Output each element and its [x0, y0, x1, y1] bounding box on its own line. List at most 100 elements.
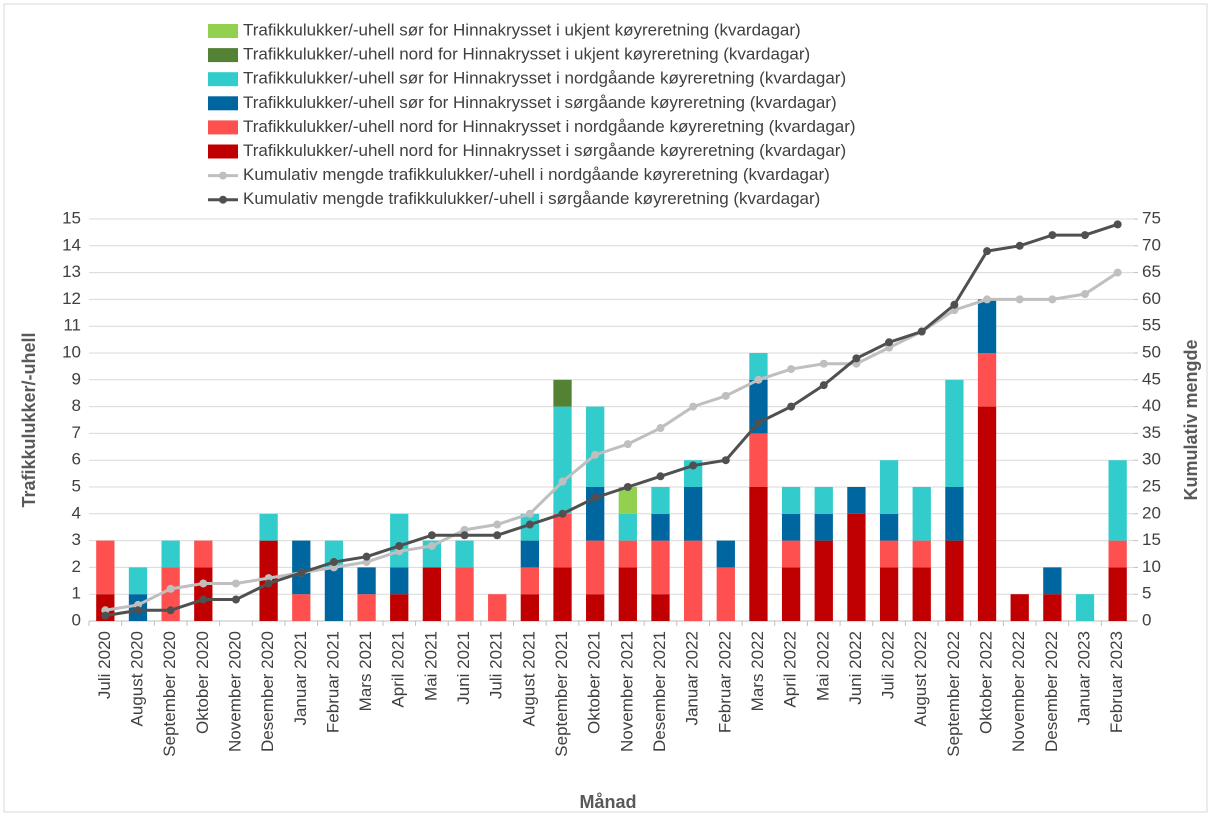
x-tick-label: Mai 2021 — [421, 631, 440, 701]
x-tick-label: Desember 2020 — [258, 631, 277, 752]
y-tick-label: 5 — [72, 476, 81, 495]
x-tick-label: April 2022 — [781, 631, 800, 708]
y-axis-label: Trafikkulukker/-uhell — [19, 332, 39, 507]
y-tick-label: 11 — [63, 316, 81, 335]
bar-segment — [520, 540, 540, 568]
bar-segment — [977, 353, 997, 407]
y-tick-label: 10 — [62, 342, 81, 361]
legend-swatch — [208, 72, 238, 87]
x-tick-label: Juni 2021 — [454, 631, 473, 705]
line-point — [558, 509, 567, 518]
bar-segment — [651, 594, 670, 621]
line-point — [427, 531, 436, 540]
line-point — [885, 338, 894, 347]
line-point — [166, 606, 175, 615]
bar-segment — [357, 567, 376, 595]
line-point — [493, 531, 502, 540]
bar-segment — [586, 594, 605, 621]
x-tick-label: August 2022 — [911, 631, 930, 726]
line-point — [1081, 290, 1090, 299]
line-point — [787, 365, 796, 374]
line-point — [852, 354, 861, 363]
x-tick-label: September 2022 — [944, 631, 963, 757]
bar-segment — [945, 379, 964, 487]
bar-segment — [586, 406, 605, 487]
y-tick-label: 4 — [72, 503, 81, 522]
line-point — [297, 568, 306, 577]
line-point — [1015, 241, 1024, 250]
bar-segment — [879, 513, 899, 541]
line-point — [754, 418, 763, 427]
bar-segment — [553, 379, 572, 407]
bar-segment — [357, 594, 376, 621]
cumulative-line — [105, 271, 1119, 612]
bar-segment — [977, 299, 997, 353]
y2-tick-label: 30 — [1142, 450, 1161, 469]
legend-label: Trafikkulukker/-uhell nord for Hinnakrys… — [243, 141, 846, 160]
bar-segment — [1108, 460, 1127, 541]
y2-tick-label: 5 — [1142, 584, 1151, 603]
y-tick-label: 3 — [72, 530, 81, 549]
y2-tick-label: 10 — [1142, 557, 1161, 576]
y-tick-label: 8 — [72, 396, 81, 415]
y2-tick-label: 0 — [1142, 610, 1151, 629]
line-point — [133, 606, 142, 615]
x-tick-label: August 2020 — [127, 631, 146, 726]
bar-segment — [879, 460, 899, 514]
legend-swatch — [208, 48, 238, 63]
line-point — [1015, 295, 1024, 304]
legend-label: Trafikkulukker/-uhell sør for Hinnakryss… — [243, 20, 801, 39]
x-tick-label: November 2020 — [225, 631, 244, 752]
line-point — [819, 359, 828, 368]
bar-segment — [488, 594, 507, 621]
bar-segment — [390, 513, 409, 568]
line-point — [427, 541, 436, 550]
x-tick-label: Desember 2021 — [650, 631, 669, 752]
line-point — [362, 552, 371, 561]
bar-segment — [553, 567, 572, 621]
line-point — [623, 483, 632, 491]
bar-segment — [194, 567, 213, 621]
y-tick-label: 7 — [72, 423, 81, 442]
line-point — [689, 461, 698, 470]
x-tick-label: Juli 2022 — [879, 631, 898, 699]
legend-swatch — [219, 195, 227, 204]
line-point — [754, 375, 763, 384]
bar-segment — [879, 540, 899, 568]
y2-tick-label: 20 — [1142, 503, 1161, 522]
bar-segment — [194, 540, 213, 568]
bar-segment — [618, 513, 637, 541]
y2-tick-label: 15 — [1142, 530, 1161, 549]
y2-tick-label: 25 — [1142, 476, 1161, 495]
bar-segment — [814, 540, 833, 621]
line-point — [591, 493, 600, 502]
bar-segment — [781, 567, 801, 621]
legend-swatch — [208, 144, 238, 159]
legend-swatch — [208, 24, 238, 38]
line-point — [787, 402, 796, 411]
bar-segment — [422, 567, 442, 621]
y-tick-label: 9 — [72, 369, 81, 388]
line-point — [460, 531, 469, 540]
y-tick-label: 15 — [62, 208, 81, 227]
bar-segment — [781, 487, 801, 514]
y2-axis-label: Kumulativ mengde — [1181, 339, 1201, 500]
y2-tick-label: 75 — [1142, 208, 1161, 227]
bar-segment — [292, 540, 311, 595]
bar-segment — [651, 487, 670, 514]
x-tick-label: Januar 2023 — [1075, 631, 1094, 726]
x-tick-label: Februar 2021 — [323, 631, 342, 733]
bar-segment — [455, 567, 474, 621]
bar-segment — [1043, 567, 1062, 595]
bar-segment — [1108, 540, 1127, 568]
line-point — [623, 440, 632, 449]
y2-tick-label: 60 — [1142, 289, 1161, 308]
cumulative-line — [105, 222, 1119, 618]
bar-segment — [749, 487, 768, 621]
bar-segment — [749, 433, 768, 487]
bar-segment — [161, 540, 180, 568]
x-tick-label: Mai 2022 — [813, 631, 832, 701]
bar-segment — [651, 513, 670, 541]
bar-segment — [781, 513, 801, 541]
x-tick-label: Juli 2020 — [95, 631, 114, 699]
